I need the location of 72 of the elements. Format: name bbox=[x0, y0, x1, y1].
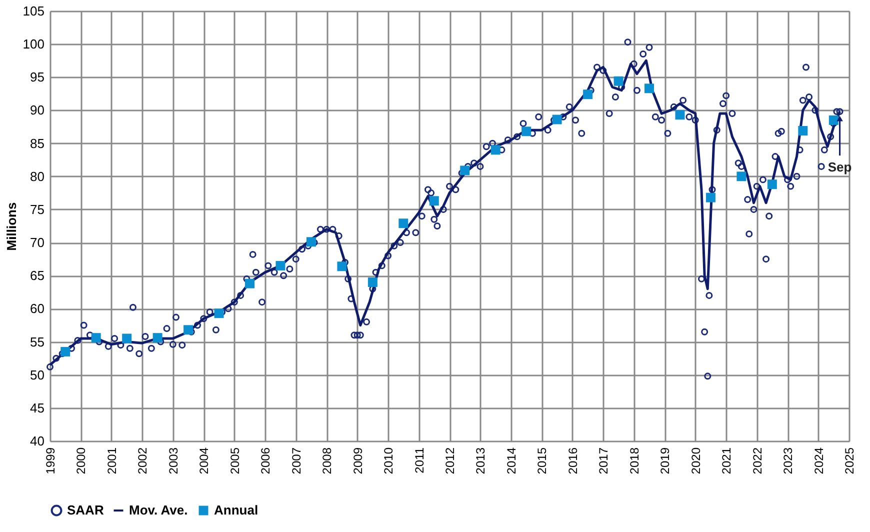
point bbox=[337, 262, 347, 272]
point bbox=[429, 196, 439, 206]
legend-label: Annual bbox=[214, 502, 258, 518]
point bbox=[245, 278, 254, 288]
x-tick-label: 2022 bbox=[750, 447, 764, 474]
x-tick-label: 1999 bbox=[44, 447, 58, 474]
x-tick-label: 2008 bbox=[320, 447, 334, 474]
y-tick-label: 40 bbox=[30, 434, 44, 448]
point bbox=[122, 334, 132, 344]
y-tick-label: 65 bbox=[30, 268, 44, 284]
x-tick-label: 2024 bbox=[812, 447, 826, 474]
x-tick-label: 2017 bbox=[596, 447, 611, 474]
point bbox=[214, 308, 224, 318]
x-tick-label: 2025 bbox=[842, 447, 856, 474]
point bbox=[490, 145, 500, 155]
point bbox=[644, 84, 654, 94]
y-tick-label: 75 bbox=[30, 202, 44, 217]
y-tick-label: 60 bbox=[30, 301, 44, 316]
point bbox=[706, 192, 716, 202]
x-tick-label: 2020 bbox=[688, 447, 703, 474]
point bbox=[522, 126, 532, 136]
x-tick-label: 2001 bbox=[104, 447, 119, 474]
x-tick-label: 2013 bbox=[474, 447, 488, 474]
y-tick-label: 70 bbox=[30, 235, 44, 250]
x-tick-label: 2004 bbox=[197, 447, 212, 474]
legend-label: Mov. Ave. bbox=[129, 502, 188, 518]
x-tick-label: 2003 bbox=[166, 447, 180, 474]
point bbox=[306, 237, 316, 247]
point bbox=[60, 346, 70, 356]
x-tick-label: 2011 bbox=[412, 447, 426, 474]
point bbox=[675, 110, 685, 120]
legend-label: SAAR bbox=[67, 502, 104, 518]
x-tick-label: 2023 bbox=[781, 447, 796, 474]
y-tick-label: 90 bbox=[30, 102, 44, 118]
x-tick-label: 2018 bbox=[627, 447, 642, 474]
point bbox=[614, 76, 624, 86]
point bbox=[798, 126, 808, 136]
point bbox=[184, 325, 194, 335]
point bbox=[767, 180, 777, 190]
point bbox=[91, 333, 101, 343]
point bbox=[276, 260, 286, 270]
y-tick-label: 50 bbox=[30, 367, 44, 382]
x-tick-label: 2000 bbox=[74, 447, 88, 474]
y-tick-label: 105 bbox=[22, 4, 44, 18]
x-tick-label: 2021 bbox=[720, 447, 734, 474]
y-tick-label: 80 bbox=[30, 168, 44, 184]
x-tick-label: 2006 bbox=[258, 447, 273, 474]
point bbox=[828, 115, 838, 125]
x-tick-label: 2007 bbox=[289, 447, 304, 474]
x-tick-label: 2010 bbox=[382, 447, 396, 474]
x-tick-label: 2015 bbox=[535, 447, 550, 474]
annotation: Sep bbox=[828, 160, 852, 175]
point bbox=[398, 218, 408, 228]
point bbox=[460, 166, 470, 176]
y-axis-title: Millions bbox=[4, 202, 19, 251]
y-tick-label: 95 bbox=[30, 70, 44, 85]
y-tick-label: 55 bbox=[30, 334, 44, 350]
x-tick-label: 2005 bbox=[228, 447, 242, 474]
x-tick-label: 2019 bbox=[658, 447, 672, 474]
point bbox=[552, 114, 562, 124]
x-tick-label: 2012 bbox=[443, 447, 457, 474]
point bbox=[368, 277, 378, 287]
point bbox=[736, 172, 746, 182]
y-tick-label: 45 bbox=[30, 400, 44, 416]
y-tick-label: 85 bbox=[30, 136, 44, 151]
x-tick-label: 2002 bbox=[136, 447, 150, 474]
x-tick-label: 2009 bbox=[350, 447, 365, 474]
point bbox=[583, 90, 593, 100]
x-tick-label: 2014 bbox=[504, 447, 518, 474]
x-tick-label: 2016 bbox=[566, 447, 580, 474]
point bbox=[152, 333, 162, 343]
y-tick-label: 100 bbox=[22, 36, 44, 52]
